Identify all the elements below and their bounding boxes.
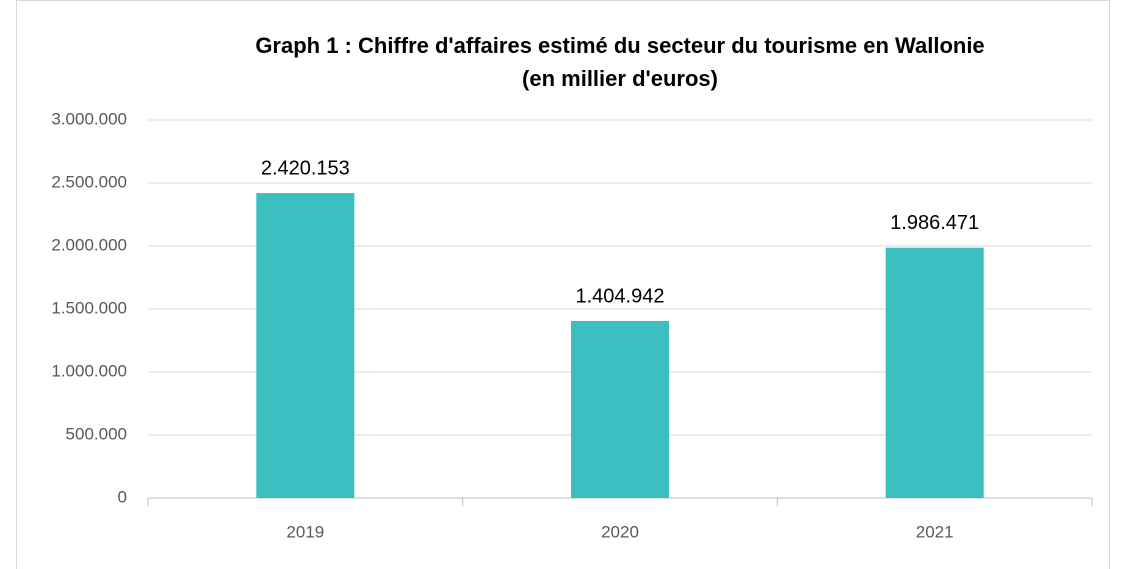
chart-subtitle: (en millier d'euros) xyxy=(522,66,718,91)
y-tick-label: 500.000 xyxy=(66,424,127,443)
value-label: 1.986.471 xyxy=(890,212,979,234)
value-label: 2.420.153 xyxy=(261,157,350,179)
y-tick-label: 1.500.000 xyxy=(51,298,127,317)
x-tick-label: 2019 xyxy=(286,522,324,541)
chart-title: Graph 1 : Chiffre d'affaires estimé du s… xyxy=(255,33,984,58)
y-tick-label: 1.000.000 xyxy=(51,361,127,380)
value-label: 1.404.942 xyxy=(576,285,665,307)
y-tick-label: 2.500.000 xyxy=(51,172,127,191)
bar xyxy=(571,320,669,498)
y-tick-label: 3.000.000 xyxy=(51,109,127,128)
y-tick-label: 2.000.000 xyxy=(51,235,127,254)
x-tick-label: 2021 xyxy=(916,522,954,541)
bar xyxy=(885,247,984,498)
y-tick-label: 0 xyxy=(118,487,127,506)
x-tick-label: 2020 xyxy=(601,522,639,541)
bar xyxy=(256,193,355,498)
